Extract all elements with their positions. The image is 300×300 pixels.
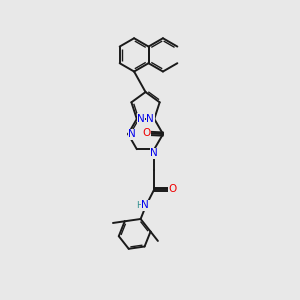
Text: N: N (137, 114, 145, 124)
Text: O: O (142, 128, 151, 139)
Text: N: N (150, 148, 158, 158)
Text: N: N (142, 200, 149, 210)
Text: O: O (169, 184, 177, 194)
Text: H: H (136, 201, 143, 210)
Text: N: N (128, 129, 136, 139)
Text: N: N (146, 114, 154, 124)
